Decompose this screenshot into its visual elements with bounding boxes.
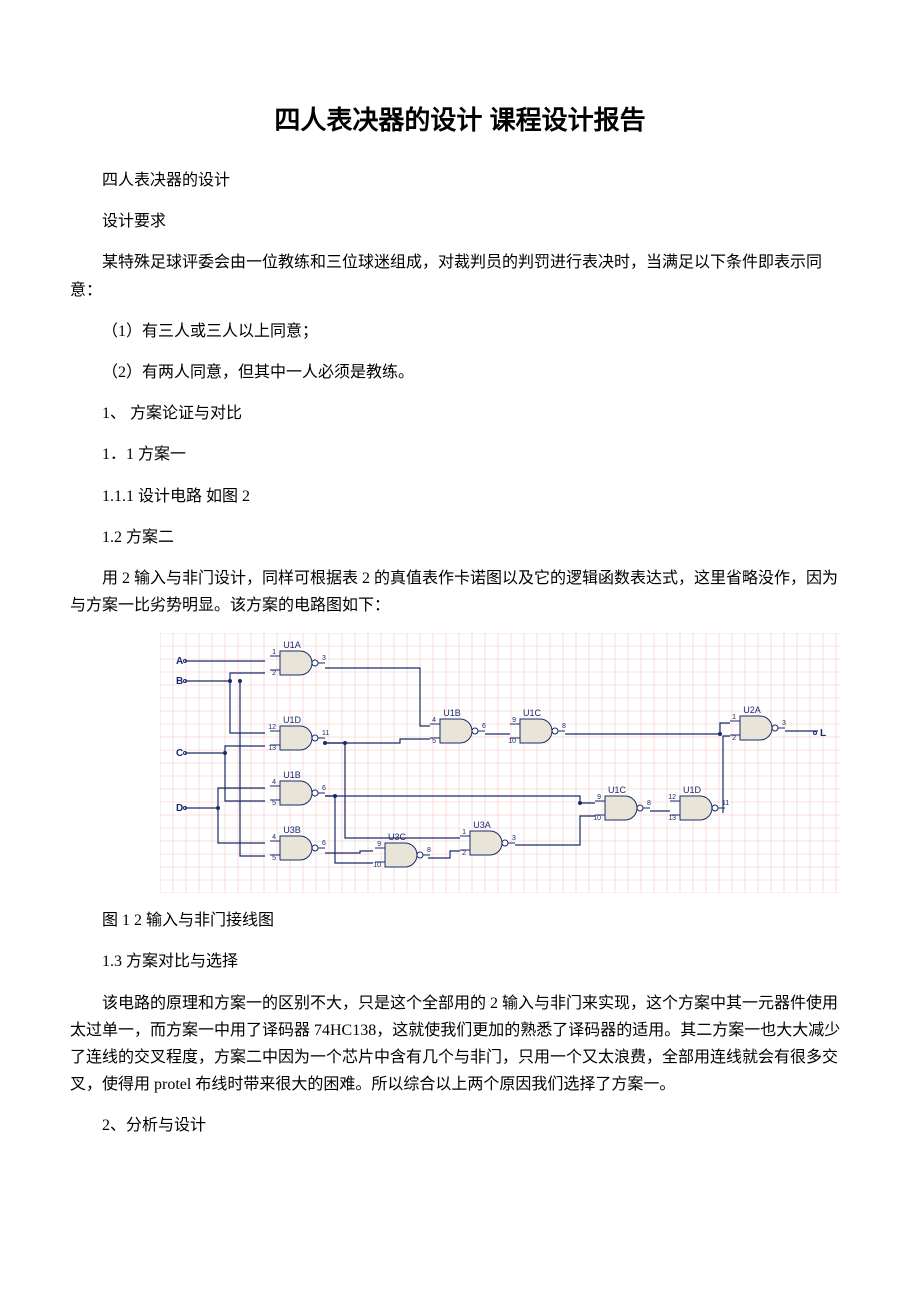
figure-caption: 图 1 2 输入与非门接线图 bbox=[70, 907, 850, 934]
svg-text:U1A: U1A bbox=[283, 640, 301, 650]
svg-text:B: B bbox=[176, 676, 183, 687]
paragraph: 该电路的原理和方案一的区别不大，只是这个全部用的 2 输入与非门来实现，这个方案… bbox=[70, 990, 850, 1099]
svg-text:U1B: U1B bbox=[283, 770, 301, 780]
svg-text:1: 1 bbox=[732, 714, 736, 721]
paragraph: 1.1.1 设计电路 如图 2 bbox=[70, 483, 850, 510]
svg-text:8: 8 bbox=[427, 847, 431, 854]
svg-text:1: 1 bbox=[462, 829, 466, 836]
svg-text:6: 6 bbox=[482, 723, 486, 730]
svg-text:11: 11 bbox=[322, 730, 329, 737]
paragraph: 1.3 方案对比与选择 bbox=[70, 948, 850, 975]
svg-text:4: 4 bbox=[432, 717, 436, 724]
svg-text:6: 6 bbox=[322, 785, 326, 792]
svg-text:10: 10 bbox=[508, 738, 516, 745]
svg-text:U2A: U2A bbox=[743, 705, 761, 715]
svg-text:6: 6 bbox=[322, 840, 326, 847]
svg-text:C: C bbox=[176, 748, 183, 759]
paragraph: 1、 方案论证与对比 bbox=[70, 400, 850, 427]
paragraph: 用 2 输入与非门设计，同样可根据表 2 的真值表作卡诺图以及它的逻辑函数表达式… bbox=[70, 565, 850, 619]
paragraph: 四人表决器的设计 bbox=[70, 167, 850, 194]
paragraph: 1.2 方案二 bbox=[70, 524, 850, 551]
svg-text:4: 4 bbox=[272, 779, 276, 786]
svg-text:U1C: U1C bbox=[608, 785, 627, 795]
svg-text:8: 8 bbox=[647, 800, 651, 807]
svg-text:13: 13 bbox=[668, 815, 676, 822]
svg-text:4: 4 bbox=[272, 834, 276, 841]
svg-text:11: 11 bbox=[722, 800, 729, 807]
svg-text:13: 13 bbox=[268, 745, 276, 752]
svg-text:12: 12 bbox=[268, 724, 276, 731]
document-page: 四人表决器的设计 课程设计报告 四人表决器的设计 设计要求 某特殊足球评委会由一… bbox=[0, 0, 920, 1214]
svg-text:1: 1 bbox=[272, 649, 276, 656]
paragraph: 1．1 方案一 bbox=[70, 441, 850, 468]
paragraph: （2）有两人同意，但其中一人必须是教练。 bbox=[70, 359, 850, 386]
svg-text:2: 2 bbox=[462, 850, 466, 857]
svg-text:3: 3 bbox=[512, 835, 516, 842]
svg-text:U3A: U3A bbox=[473, 820, 491, 830]
paragraph: 设计要求 bbox=[70, 208, 850, 235]
svg-text:5: 5 bbox=[272, 800, 276, 807]
svg-text:D: D bbox=[176, 803, 183, 814]
svg-text:12: 12 bbox=[668, 794, 676, 801]
circuit-diagram: U1A123U1D121311U1B456U3B456U1B456U3C9108… bbox=[160, 633, 850, 893]
svg-text:A: A bbox=[176, 656, 183, 667]
svg-text:5: 5 bbox=[272, 855, 276, 862]
svg-text:9: 9 bbox=[597, 794, 601, 801]
svg-text:2: 2 bbox=[272, 670, 276, 677]
svg-text:10: 10 bbox=[373, 862, 381, 869]
svg-text:L: L bbox=[820, 728, 826, 739]
svg-text:U1B: U1B bbox=[443, 708, 461, 718]
svg-text:8: 8 bbox=[562, 723, 566, 730]
paragraph: （1）有三人或三人以上同意； bbox=[70, 318, 850, 345]
svg-text:2: 2 bbox=[732, 735, 736, 742]
svg-text:9: 9 bbox=[512, 717, 516, 724]
paragraph: 某特殊足球评委会由一位教练和三位球迷组成，对裁判员的判罚进行表决时，当满足以下条… bbox=[70, 249, 850, 303]
svg-text:U1D: U1D bbox=[683, 785, 702, 795]
circuit-svg: U1A123U1D121311U1B456U3B456U1B456U3C9108… bbox=[160, 633, 840, 893]
svg-text:9: 9 bbox=[377, 841, 381, 848]
paragraph: 2、分析与设计 bbox=[70, 1112, 850, 1139]
svg-text:U3B: U3B bbox=[283, 825, 301, 835]
svg-text:3: 3 bbox=[322, 655, 326, 662]
svg-text:10: 10 bbox=[593, 815, 601, 822]
svg-text:U3C: U3C bbox=[388, 832, 407, 842]
svg-text:5: 5 bbox=[432, 738, 436, 745]
svg-text:3: 3 bbox=[782, 720, 786, 727]
doc-title: 四人表决器的设计 课程设计报告 bbox=[70, 100, 850, 137]
svg-text:U1D: U1D bbox=[283, 715, 302, 725]
svg-text:U1C: U1C bbox=[523, 708, 542, 718]
